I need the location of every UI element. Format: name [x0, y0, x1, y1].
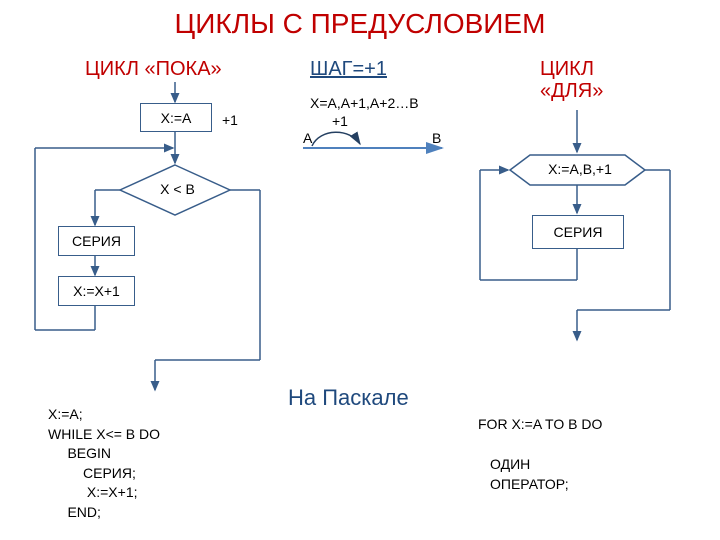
left-code: Х:=А; WHILE Х<= В DO BEGIN СЕРИЯ; Х:=Х+1…	[48, 405, 160, 523]
plus1-label: +1	[222, 112, 238, 128]
box-series-right: СЕРИЯ	[532, 215, 624, 249]
box-xa: Х:=А	[140, 103, 212, 132]
box-series-left: СЕРИЯ	[58, 226, 135, 256]
right-code-1: FOR X:=A TO B DO	[478, 415, 602, 435]
diamond-cond: Х < В	[155, 181, 200, 197]
hex-text: Х:=А,В,+1	[535, 161, 625, 177]
right-code-2: ОДИН ОПЕРАТОР;	[490, 455, 569, 494]
box-incr: Х:=Х+1	[58, 276, 135, 306]
